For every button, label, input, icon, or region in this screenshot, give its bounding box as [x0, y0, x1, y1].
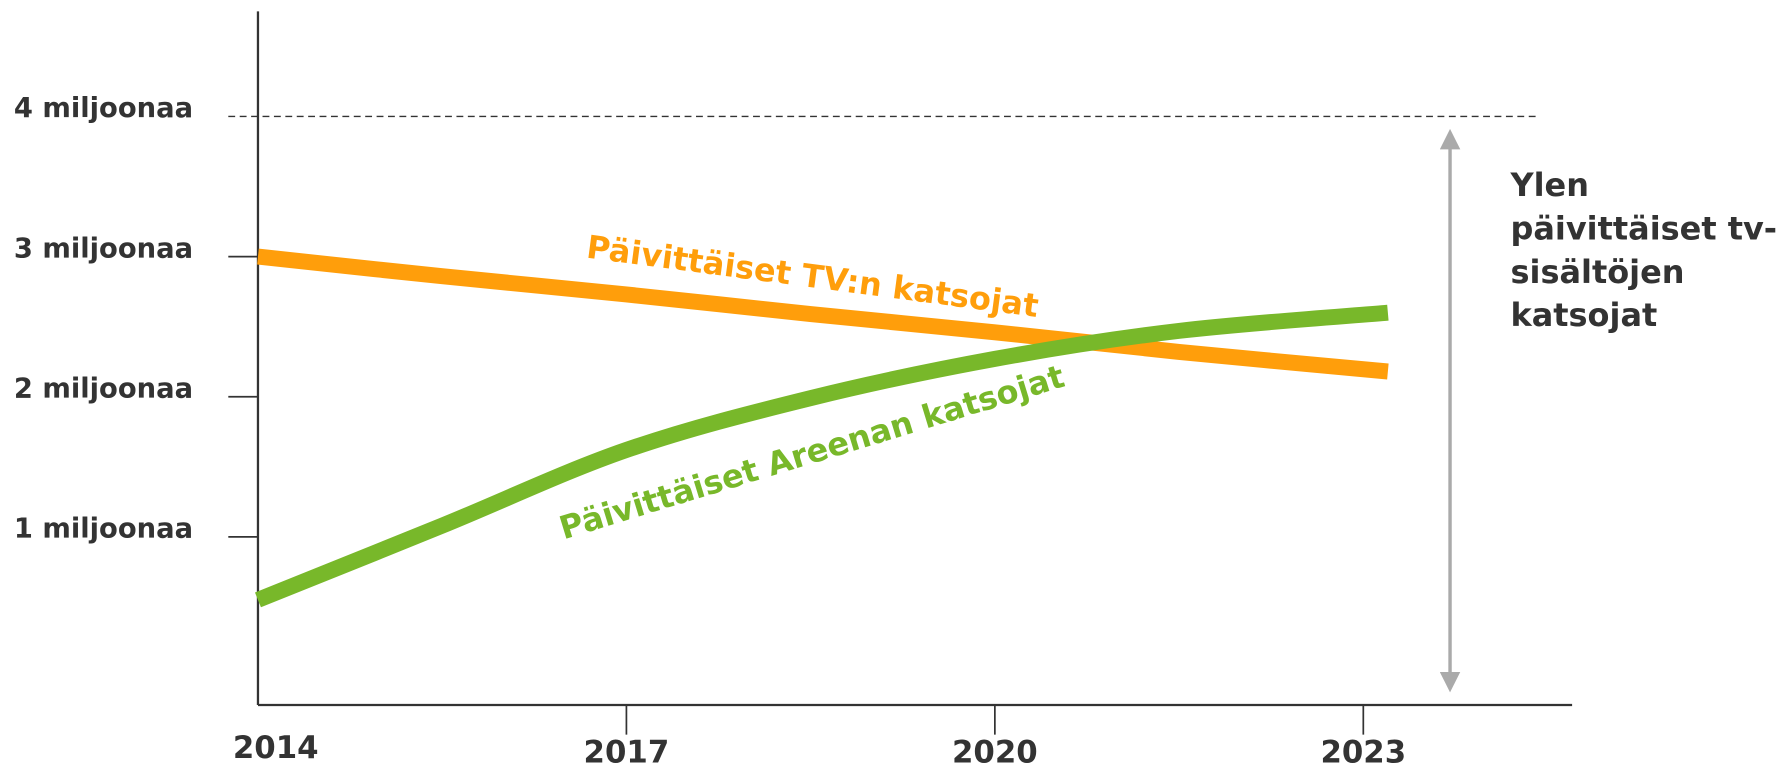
- y-tick-label: 1 miljoonaa: [14, 513, 193, 544]
- line-series: [257, 248, 1389, 380]
- y-tick-label: 3 miljoonaa: [14, 233, 193, 264]
- y-tick-label: 4 miljoonaa: [14, 93, 193, 124]
- annotation: katsojat: [1511, 296, 1658, 334]
- annotation: Ylen: [1510, 166, 1589, 204]
- line-series: [254, 304, 1389, 608]
- x-tick-label: 2023: [1320, 735, 1406, 770]
- x-tick-label: 2014: [233, 730, 319, 766]
- annotation: sisältöjen: [1511, 253, 1685, 291]
- y-tick-label: 2 miljoonaa: [14, 373, 193, 404]
- x-tick-label: 2020: [952, 735, 1038, 770]
- x-tick-label: 2017: [584, 735, 670, 770]
- annotation: päivittäiset tv-: [1511, 209, 1778, 247]
